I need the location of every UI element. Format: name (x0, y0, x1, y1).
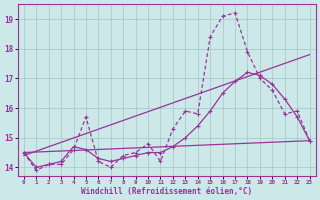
X-axis label: Windchill (Refroidissement éolien,°C): Windchill (Refroidissement éolien,°C) (81, 187, 252, 196)
